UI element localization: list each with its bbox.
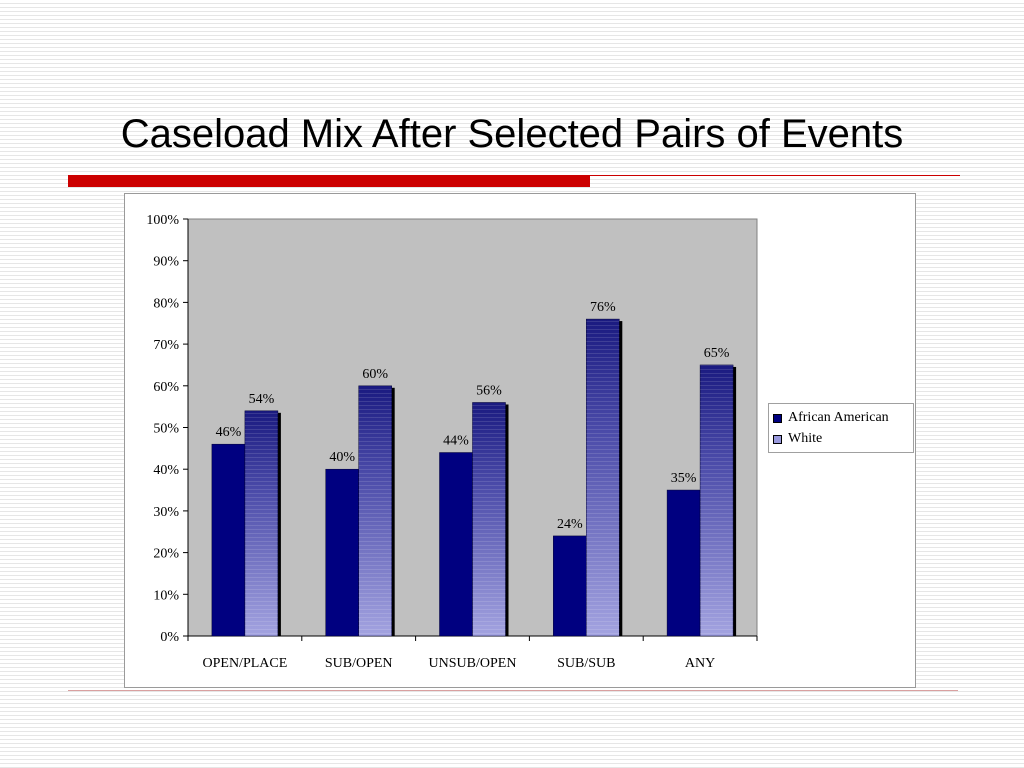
y-tick-label: 50% xyxy=(153,422,179,437)
data-label: 46% xyxy=(216,425,242,440)
data-label: 35% xyxy=(671,471,697,486)
bar-african-american xyxy=(439,452,473,637)
y-tick-label: 30% xyxy=(153,505,179,520)
legend-swatch-african-american xyxy=(773,413,782,423)
bar-texture xyxy=(700,364,734,636)
data-label: 56% xyxy=(476,383,502,398)
y-tick-label: 80% xyxy=(153,296,179,311)
y-tick-label: 0% xyxy=(160,630,179,645)
bar-chart: 0% 10% 20% 30% 40% 50% 60% 70% 80% 90% 100% OPEN/PL… xyxy=(146,213,758,671)
x-category-label: SUB/OPEN xyxy=(325,656,393,671)
legend-item-white: White xyxy=(773,431,822,447)
bar-texture xyxy=(472,402,506,636)
data-label: 24% xyxy=(557,517,583,532)
y-tick-label: 70% xyxy=(153,338,179,353)
chart-legend: African American White xyxy=(768,403,914,453)
legend-label-african-american: African American xyxy=(788,410,889,425)
legend-item-african-american: African American xyxy=(773,410,889,426)
y-tick-label: 100% xyxy=(146,213,179,228)
y-tick-label: 10% xyxy=(153,588,179,603)
title-underline-thin xyxy=(590,175,960,176)
data-label: 44% xyxy=(443,434,469,449)
data-label: 60% xyxy=(362,367,388,382)
data-label: 40% xyxy=(329,450,355,465)
bar-african-american xyxy=(211,443,246,637)
bar-african-american xyxy=(553,535,587,637)
y-tick-label: 60% xyxy=(153,380,179,395)
x-category-label: SUB/SUB xyxy=(557,656,615,671)
y-tick-label: 90% xyxy=(153,255,179,270)
title-underline-thick xyxy=(68,175,590,187)
y-tick-label: 40% xyxy=(153,463,179,478)
bar-texture xyxy=(358,385,392,636)
x-category-label: ANY xyxy=(685,656,715,671)
footer-rule xyxy=(68,690,958,691)
legend-swatch-white xyxy=(773,434,782,444)
data-label: 54% xyxy=(249,392,275,407)
bar-african-american xyxy=(325,468,359,637)
x-category-label: UNSUB/OPEN xyxy=(429,656,517,671)
x-category-label: OPEN/PLACE xyxy=(203,656,288,671)
y-tick-label: 20% xyxy=(153,547,179,562)
bar-texture xyxy=(586,319,620,636)
legend-label-white: White xyxy=(788,431,823,446)
bar-texture xyxy=(244,410,278,636)
data-label: 65% xyxy=(704,346,730,361)
slide-title: Caseload Mix After Selected Pairs of Eve… xyxy=(120,112,904,156)
bar-african-american xyxy=(666,489,701,637)
data-label: 76% xyxy=(590,300,616,315)
chart-frame: 0% 10% 20% 30% 40% 50% 60% 70% 80% 90% 100% OPEN/PL… xyxy=(124,193,916,688)
